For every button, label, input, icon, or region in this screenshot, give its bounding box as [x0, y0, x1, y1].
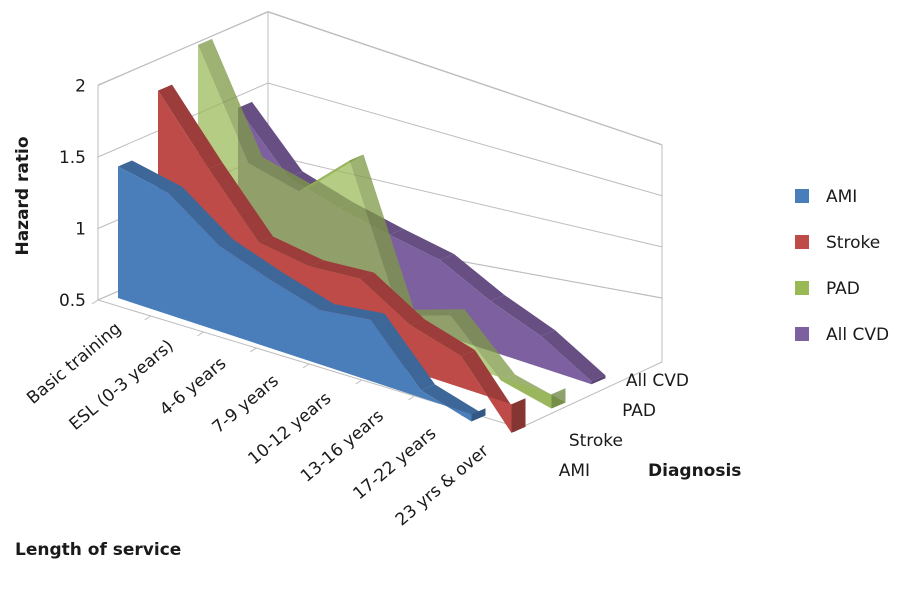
legend-label-ami: AMI: [826, 187, 857, 207]
y-tick-label: 1.5: [59, 148, 86, 168]
y-tick-label: 2: [75, 77, 86, 97]
category-label: 4-6 years: [156, 353, 230, 420]
legend: AMI Stroke PAD All CVD: [795, 187, 889, 345]
category-tick: [92, 300, 98, 304]
category-tick: [145, 316, 151, 320]
depth-label: Stroke: [569, 431, 623, 451]
y-tick-label: 0.5: [59, 291, 86, 311]
y-tick-label: 1: [75, 220, 86, 240]
ribbon-end-cap: [512, 398, 526, 433]
legend-label-stroke: Stroke: [826, 233, 880, 253]
depth-label: All CVD: [626, 371, 689, 391]
category-tick: [356, 380, 362, 384]
depth-label: AMI: [559, 461, 590, 481]
legend-swatch-all-cvd: [795, 327, 809, 341]
x-axis-title: Length of service: [15, 540, 181, 560]
depth-label: PAD: [622, 401, 656, 421]
legend-swatch-stroke: [795, 235, 809, 249]
legend-swatch-pad: [795, 281, 809, 295]
legend-label-all-cvd: All CVD: [826, 325, 889, 345]
legend-label-pad: PAD: [826, 279, 860, 299]
ribbon-end-cap: [552, 388, 566, 408]
category-tick: [198, 332, 204, 336]
category-tick: [303, 364, 309, 368]
series-layer: [118, 39, 606, 433]
category-tick: [409, 396, 415, 400]
category-tick: [250, 348, 256, 352]
depth-axis-title: Diagnosis: [648, 461, 741, 481]
legend-swatch-ami: [795, 189, 809, 203]
y-axis-title: Hazard ratio: [13, 136, 33, 255]
category-label: 7-9 years: [209, 371, 283, 438]
